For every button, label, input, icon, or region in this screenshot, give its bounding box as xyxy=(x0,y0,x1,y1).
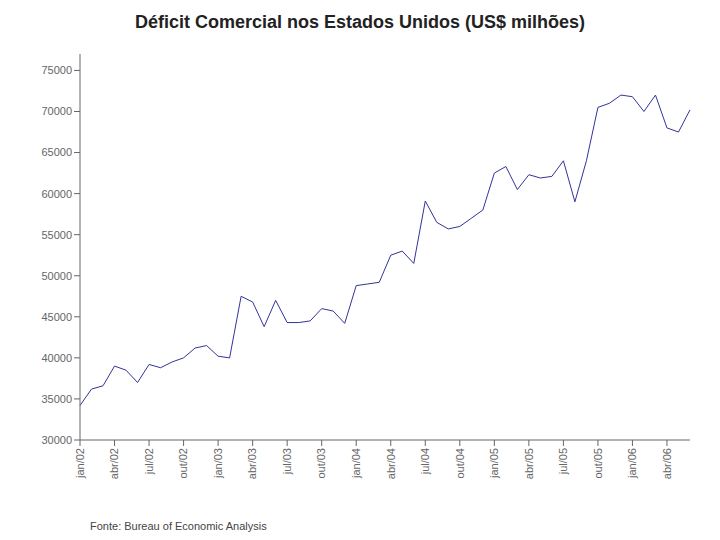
svg-text:jul/03: jul/03 xyxy=(281,448,293,475)
svg-text:35000: 35000 xyxy=(41,393,72,405)
svg-text:out/04: out/04 xyxy=(454,448,466,479)
html-text:Fonte: Bureau of Economic Anal: Fonte: Bureau of Economic Analysis xyxy=(90,520,267,532)
svg-text:jan/02: jan/02 xyxy=(74,448,86,479)
svg-text:abr/04: abr/04 xyxy=(385,448,397,479)
svg-text:abr/03: abr/03 xyxy=(246,448,258,479)
svg-text:jan/04: jan/04 xyxy=(350,448,362,479)
svg-text:70000: 70000 xyxy=(41,105,72,117)
svg-text:40000: 40000 xyxy=(41,352,72,364)
svg-text:out/02: out/02 xyxy=(177,448,189,479)
svg-text:jan/05: jan/05 xyxy=(488,448,500,479)
svg-text:jan/06: jan/06 xyxy=(626,448,638,479)
svg-text:jan/03: jan/03 xyxy=(212,448,224,479)
svg-text:jul/04: jul/04 xyxy=(419,448,431,475)
svg-text:45000: 45000 xyxy=(41,311,72,323)
svg-text:jul/05: jul/05 xyxy=(557,448,569,475)
svg-text:75000: 75000 xyxy=(41,64,72,76)
svg-text:abr/02: abr/02 xyxy=(108,448,120,479)
svg-text:abr/06: abr/06 xyxy=(661,448,673,479)
svg-text:jul/02: jul/02 xyxy=(143,448,155,475)
svg-text:65000: 65000 xyxy=(41,146,72,158)
html-text:Déficit Comercial nos Estados: Déficit Comercial nos Estados Unidos (US… xyxy=(134,12,585,32)
svg-text:30000: 30000 xyxy=(41,434,72,446)
svg-text:out/03: out/03 xyxy=(316,448,328,479)
svg-text:abr/05: abr/05 xyxy=(523,448,535,479)
svg-text:55000: 55000 xyxy=(41,229,72,241)
svg-text:50000: 50000 xyxy=(41,270,72,282)
svg-text:60000: 60000 xyxy=(41,188,72,200)
svg-text:out/05: out/05 xyxy=(592,448,604,479)
